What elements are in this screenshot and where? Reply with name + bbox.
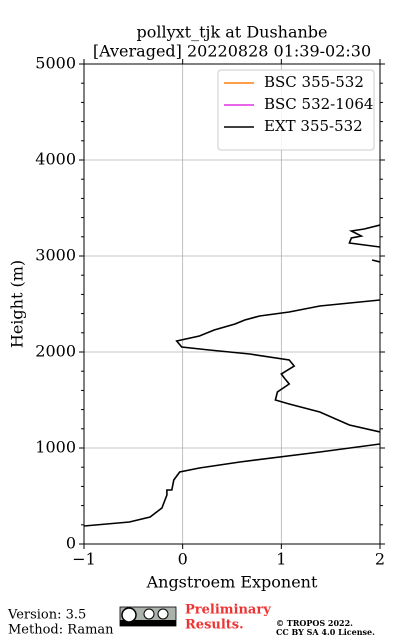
version: Version: 3.5 bbox=[7, 608, 86, 623]
plot-frame bbox=[83, 63, 381, 545]
y-tick-label: 4000 bbox=[35, 150, 76, 169]
copyright: © TROPOS 2022. bbox=[276, 618, 353, 628]
chart-title: pollyxt_tjk at Dushanbe bbox=[136, 23, 327, 42]
x-tick-label: 1 bbox=[276, 550, 286, 569]
method: Method: Raman bbox=[8, 623, 114, 638]
data-line bbox=[84, 224, 380, 527]
x-tick-label: −1 bbox=[72, 550, 96, 569]
legend-box bbox=[217, 69, 375, 151]
y-tick-label: 3000 bbox=[35, 246, 76, 265]
legend-label: BSC 355-532 bbox=[264, 73, 364, 91]
x-tick-label: 0 bbox=[178, 550, 188, 569]
chart-title: [Averaged] 20220828 01:39-02:30 bbox=[93, 42, 371, 61]
copyright: CC BY SA 4.0 License. bbox=[276, 627, 375, 637]
y-tick-label: 1000 bbox=[35, 438, 76, 457]
y-tick-label: 5000 bbox=[35, 54, 76, 73]
x-tick-label: 2 bbox=[375, 550, 385, 569]
legend-label: EXT 355-532 bbox=[264, 117, 363, 135]
legend-label: BSC 532-1064 bbox=[264, 95, 373, 113]
preliminary-note: Results. bbox=[185, 618, 244, 633]
y-tick-label: 2000 bbox=[35, 342, 76, 361]
x-axis-label: Angstroem Exponent bbox=[146, 573, 318, 592]
y-tick-label: 0 bbox=[66, 534, 76, 553]
cc-logo bbox=[119, 606, 177, 627]
preliminary-note: Preliminary bbox=[185, 603, 271, 618]
y-axis-label: Height (m) bbox=[8, 260, 27, 348]
